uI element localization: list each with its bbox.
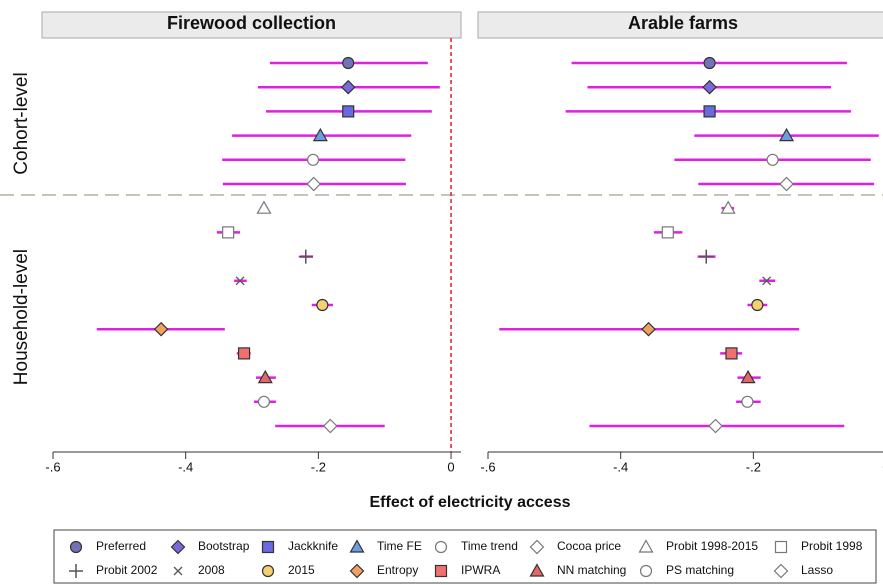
legend-label: 2008 — [198, 563, 225, 577]
legend-label: NN matching — [557, 563, 626, 577]
x-tick-label: -.2 — [311, 459, 326, 474]
legend-marker — [529, 563, 545, 577]
point-estimate — [779, 127, 795, 142]
point-estimate — [703, 105, 716, 118]
point-estimate — [699, 249, 714, 264]
point-estimate — [708, 418, 723, 434]
point-estimate — [235, 276, 245, 286]
point-estimate — [342, 105, 355, 118]
point-estimate — [312, 127, 328, 142]
legend-label: PS matching — [666, 563, 734, 577]
legend-label: Probit 1998 — [801, 539, 863, 553]
x-tick-label: 0 — [447, 459, 454, 474]
legend-label: Probit 2002 — [96, 563, 158, 577]
x-tick-label: -.2 — [746, 459, 761, 474]
point-estimate — [641, 321, 656, 337]
legend-marker — [349, 539, 365, 553]
legend-label: Cocoa price — [557, 539, 621, 553]
point-estimate — [222, 226, 235, 239]
legend-marker — [434, 540, 448, 554]
legend-marker — [170, 539, 186, 555]
point-estimate — [702, 79, 717, 95]
point-estimate — [256, 200, 272, 214]
group-label: Cohort-level — [11, 72, 32, 174]
point-estimate — [322, 418, 338, 434]
legend-marker — [773, 563, 789, 579]
point-estimate — [741, 395, 754, 408]
legend-label: 2015 — [288, 563, 315, 577]
legend-label: Time FE — [377, 539, 422, 553]
point-estimate — [751, 298, 764, 312]
legend-label: Preferred — [96, 539, 146, 553]
point-estimate — [153, 321, 169, 337]
panel-title: Firewood collection — [167, 13, 336, 33]
legend-label: Time trend — [461, 539, 518, 553]
panel-title: Arable farms — [628, 13, 738, 33]
legend-label: IPWRA — [461, 563, 500, 577]
legend-marker — [261, 564, 275, 578]
legend-label: Bootstrap — [198, 539, 250, 553]
legend-marker — [69, 564, 83, 578]
point-estimate — [298, 249, 313, 264]
x-tick-label: -.6 — [45, 459, 60, 474]
point-estimate — [740, 369, 756, 384]
point-estimate — [237, 347, 251, 360]
point-estimate — [306, 153, 320, 166]
point-estimate — [720, 200, 736, 214]
point-estimate — [766, 153, 779, 166]
x-axis-label: Effect of electricity access — [370, 494, 571, 511]
legend-marker — [69, 540, 83, 554]
legend-marker — [173, 566, 183, 576]
x-tick-label: -.6 — [480, 459, 495, 474]
point-estimate — [762, 276, 772, 286]
legend-marker — [638, 539, 654, 553]
point-estimate — [306, 176, 322, 192]
point-estimate — [257, 395, 271, 408]
panel-header — [41, 11, 462, 39]
legend-marker — [639, 564, 653, 578]
point-estimate — [257, 369, 273, 384]
legend-label: Entropy — [377, 563, 418, 577]
legend-box — [53, 529, 877, 584]
legend-marker — [529, 539, 545, 555]
point-estimate — [725, 347, 738, 360]
point-estimate — [779, 176, 794, 192]
point-estimate — [316, 298, 329, 312]
point-estimate — [703, 56, 716, 70]
legend-marker — [774, 540, 788, 554]
legend-label: Jackknife — [288, 539, 338, 553]
group-label: Household-level — [11, 249, 32, 385]
legend-marker — [434, 564, 448, 578]
point-estimate — [340, 79, 356, 95]
panel-header — [477, 11, 883, 39]
x-tick-label: -.4 — [613, 459, 628, 474]
legend-marker — [261, 540, 275, 554]
legend-label: Lasso — [801, 563, 833, 577]
legend-marker — [349, 563, 365, 579]
point-estimate — [661, 226, 674, 239]
legend-label: Probit 1998-2015 — [666, 539, 758, 553]
point-estimate — [342, 56, 355, 70]
x-tick-label: -.4 — [178, 459, 193, 474]
